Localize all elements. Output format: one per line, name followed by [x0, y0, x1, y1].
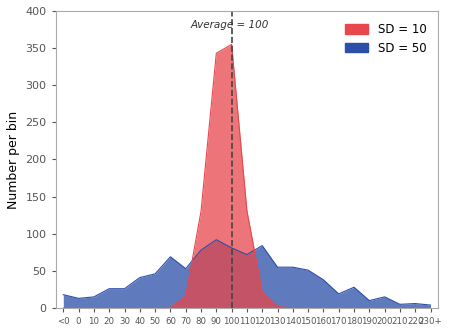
Text: Average = 100: Average = 100 [190, 20, 269, 30]
Y-axis label: Number per bin: Number per bin [7, 111, 20, 208]
Legend: SD = 10, SD = 50: SD = 10, SD = 50 [339, 17, 432, 61]
